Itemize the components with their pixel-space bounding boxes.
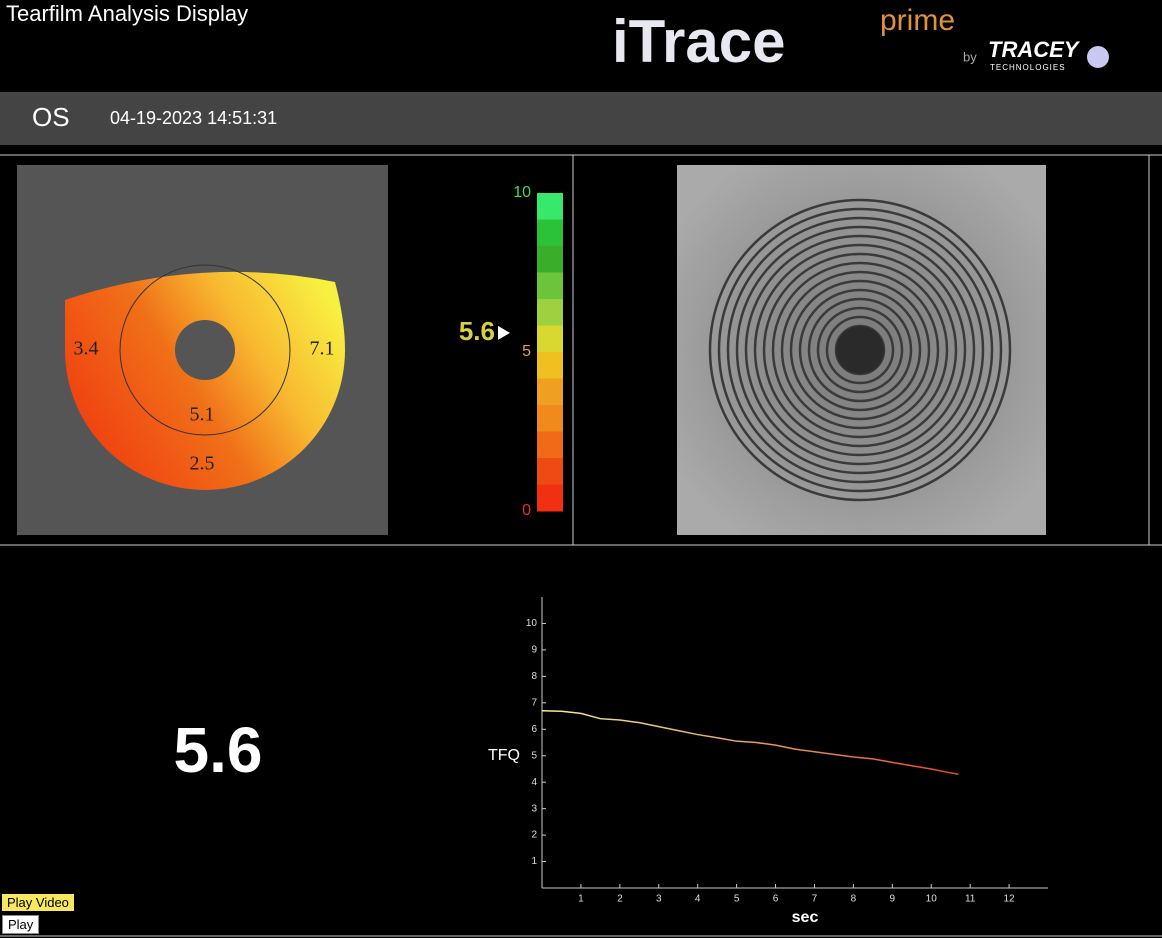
- x-tick-label: 12: [1004, 894, 1016, 905]
- x-tick-label: 6: [773, 894, 779, 905]
- play-video-button[interactable]: Play Video: [2, 894, 74, 911]
- placido-ring: [708, 198, 1012, 502]
- colorbar-segment: [537, 352, 563, 379]
- pupil: [836, 326, 884, 374]
- placido-ring: [717, 207, 1003, 493]
- colorbar-tick: 0: [522, 502, 531, 519]
- y-tick-label: 9: [531, 645, 537, 656]
- logo-edition: prime: [880, 4, 955, 37]
- placido-ring: [753, 243, 967, 457]
- colorbar-segment: [537, 325, 563, 353]
- zone-label: 7.1: [310, 338, 335, 360]
- colorbar-segment: [537, 299, 563, 326]
- zone-label: 5.1: [190, 404, 215, 426]
- zone-label: 2.5: [190, 453, 215, 475]
- y-tick-label: 5: [531, 750, 537, 761]
- x-tick-label: 1: [578, 894, 584, 905]
- y-tick-label: 6: [531, 724, 537, 735]
- colorbar-marker: [498, 325, 510, 340]
- placido-ring: [780, 270, 940, 430]
- placido-ring: [807, 297, 913, 403]
- colorbar-segment: [537, 193, 563, 220]
- placido-ring: [789, 279, 931, 421]
- y-tick-label: 4: [531, 777, 537, 788]
- x-tick-label: 4: [695, 894, 701, 905]
- colorbar-segment: [537, 484, 563, 512]
- zone-label: 3.4: [74, 338, 99, 360]
- colorbar-tick: 10: [513, 184, 531, 201]
- x-tick-label: 11: [965, 894, 976, 905]
- x-tick-label: 8: [851, 894, 857, 905]
- y-tick-label: 1: [531, 856, 537, 867]
- colorbar-segment: [537, 431, 563, 459]
- y-tick-label: 8: [531, 671, 537, 682]
- y-tick-label: 2: [531, 830, 537, 841]
- tear-map-center: [175, 320, 235, 380]
- placido-ring: [825, 315, 895, 385]
- placido-ring: [816, 306, 904, 394]
- logo-by: by: [963, 49, 977, 64]
- colorbar-segment: [537, 272, 563, 300]
- app-title: Tearfilm Analysis Display: [6, 1, 248, 26]
- tear-map-ring: [119, 264, 291, 436]
- colorbar-tick: 5: [522, 343, 531, 360]
- logo-company: TRACEY: [988, 37, 1081, 62]
- eye-label: OS: [32, 102, 70, 132]
- tear-map-zone: [65, 271, 345, 490]
- placido-ring: [735, 225, 985, 475]
- logo-company-sub: TECHNOLOGIES: [990, 63, 1066, 72]
- exam-datetime: 04-19-2023 14:51:31: [110, 108, 277, 128]
- x-axis-label: sec: [792, 909, 819, 926]
- colorbar-segment: [537, 246, 563, 273]
- placido-ring: [744, 234, 976, 466]
- x-tick-label: 7: [812, 894, 818, 905]
- play-button[interactable]: Play: [2, 915, 40, 934]
- x-tick-label: 9: [890, 894, 896, 905]
- placido-ring: [726, 216, 994, 484]
- y-tick-label: 10: [526, 618, 538, 629]
- placido-ring: [798, 288, 922, 412]
- tfq-line: [541, 710, 959, 775]
- x-tick-label: 2: [617, 894, 623, 905]
- colorbar-segment: [537, 378, 563, 406]
- y-axis-label: TFQ: [488, 747, 520, 764]
- colorbar-segment: [537, 219, 563, 247]
- colorbar-marker-label: 5.6: [459, 316, 495, 346]
- y-tick-label: 3: [531, 803, 537, 814]
- colorbar-segment: [537, 405, 563, 432]
- logo-icon: [1087, 46, 1109, 68]
- logo-brand: iTrace: [612, 8, 785, 75]
- colorbar-segment: [537, 458, 563, 485]
- placido-ring: [771, 261, 949, 439]
- x-tick-label: 10: [926, 894, 938, 905]
- exam-bar: [0, 92, 1162, 145]
- x-tick-label: 5: [734, 894, 740, 905]
- tfq-score: 5.6: [174, 714, 263, 786]
- placido-ring: [762, 252, 958, 448]
- y-tick-label: 7: [531, 697, 537, 708]
- x-tick-label: 3: [656, 894, 662, 905]
